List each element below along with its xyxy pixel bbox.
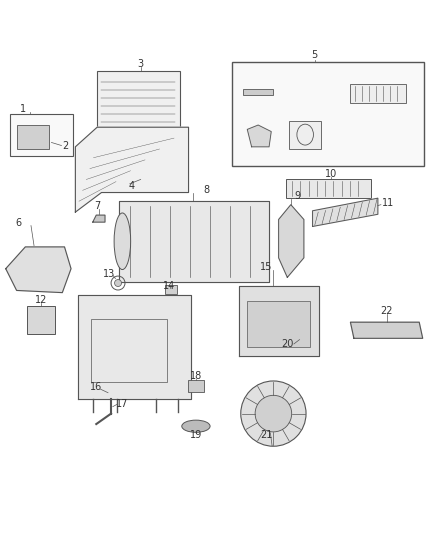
Bar xyxy=(97,71,180,127)
Circle shape xyxy=(115,279,121,287)
Text: 12: 12 xyxy=(35,295,47,305)
Bar xyxy=(17,125,49,149)
Circle shape xyxy=(255,395,292,432)
Text: 15: 15 xyxy=(260,262,272,272)
Bar xyxy=(232,62,424,166)
Text: 8: 8 xyxy=(203,185,209,195)
Circle shape xyxy=(241,381,306,446)
Text: 6: 6 xyxy=(16,218,22,228)
Polygon shape xyxy=(78,295,191,399)
Polygon shape xyxy=(93,215,105,222)
Text: 20: 20 xyxy=(282,339,294,349)
Polygon shape xyxy=(239,286,319,356)
Bar xyxy=(91,319,167,382)
Bar xyxy=(350,84,406,103)
Polygon shape xyxy=(350,322,423,338)
Text: 9: 9 xyxy=(294,191,300,201)
Text: 1: 1 xyxy=(20,104,26,114)
Text: 17: 17 xyxy=(116,399,129,409)
Text: 19: 19 xyxy=(190,430,202,440)
Text: 4: 4 xyxy=(129,181,135,191)
Polygon shape xyxy=(279,205,304,277)
Ellipse shape xyxy=(114,213,131,270)
Bar xyxy=(187,379,204,392)
Bar xyxy=(247,301,311,347)
Polygon shape xyxy=(119,201,269,282)
Text: 22: 22 xyxy=(380,306,393,316)
Ellipse shape xyxy=(182,420,210,432)
Polygon shape xyxy=(313,198,378,227)
Text: 7: 7 xyxy=(94,201,100,212)
Text: 18: 18 xyxy=(190,371,202,381)
Bar xyxy=(165,285,177,294)
Text: 3: 3 xyxy=(138,59,144,69)
Text: 16: 16 xyxy=(90,383,102,392)
Bar xyxy=(10,114,73,156)
Bar xyxy=(289,120,321,149)
Polygon shape xyxy=(6,247,71,293)
Bar xyxy=(243,90,273,94)
Text: 21: 21 xyxy=(260,430,272,440)
Bar xyxy=(286,180,371,198)
Text: 10: 10 xyxy=(325,169,337,179)
Text: 13: 13 xyxy=(103,269,116,279)
Polygon shape xyxy=(247,125,271,147)
Text: 2: 2 xyxy=(63,141,69,150)
Text: 5: 5 xyxy=(311,51,318,60)
Polygon shape xyxy=(75,127,188,212)
Bar xyxy=(27,305,55,334)
Text: 11: 11 xyxy=(382,198,394,208)
Text: 14: 14 xyxy=(163,281,175,290)
